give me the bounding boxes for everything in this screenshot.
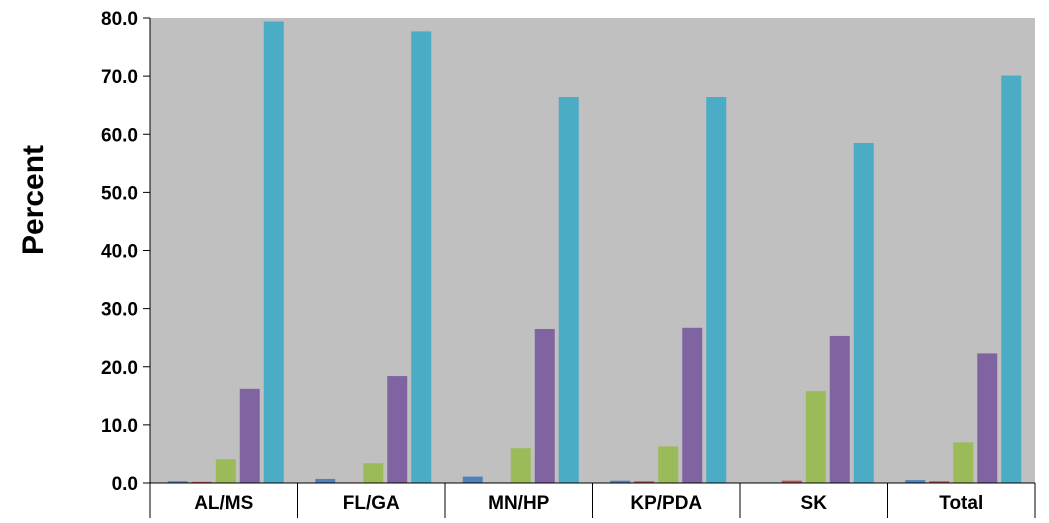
bar-al-ms-series-5 xyxy=(263,21,284,484)
bars-group xyxy=(167,21,1022,484)
bar-al-ms-series-2 xyxy=(191,481,212,483)
x-tick-label: AL/MS xyxy=(194,493,253,514)
bar-kp-pda-series-1 xyxy=(610,480,631,483)
bar-sk-series-3 xyxy=(805,391,826,483)
bar-fl-ga-series-3 xyxy=(363,463,384,483)
bar-total-series-4 xyxy=(977,353,998,483)
bar-sk-series-4 xyxy=(829,335,850,483)
x-tick-label: KP/PDA xyxy=(630,493,702,514)
bar-fl-ga-series-5 xyxy=(411,31,432,484)
plot-area xyxy=(150,18,1035,483)
x-tick-label: SK xyxy=(801,493,828,514)
bar-fl-ga-series-4 xyxy=(387,376,408,483)
bar-kp-pda-series-4 xyxy=(682,327,703,483)
bar-sk-series-2 xyxy=(781,480,802,483)
y-tick-label: 20.0 xyxy=(101,358,138,379)
axes-group: 0.0 10.0 20.0 30.0 40.0 50.0 60.0 70.0 80.0 AL/MS… xyxy=(101,9,1036,518)
bar-mn-hp-series-1 xyxy=(462,476,483,483)
y-tick-label: 10.0 xyxy=(101,416,138,437)
y-tick-label: 50.0 xyxy=(101,183,138,204)
bar-al-ms-series-4 xyxy=(239,388,260,483)
bar-fl-ga-series-1 xyxy=(315,478,336,483)
x-tick-label: MN/HP xyxy=(488,493,550,514)
y-tick-label: 60.0 xyxy=(101,125,138,146)
bar-kp-pda-series-5 xyxy=(706,97,727,484)
bar-total-series-2 xyxy=(929,481,950,483)
bar-total-series-1 xyxy=(905,480,926,483)
y-axis-title: Percent xyxy=(17,145,50,255)
bar-al-ms-series-3 xyxy=(215,459,236,483)
bar-kp-pda-series-2 xyxy=(634,481,655,483)
y-tick-label: 80.0 xyxy=(101,9,138,30)
bar-mn-hp-series-5 xyxy=(558,97,579,484)
bar-mn-hp-series-4 xyxy=(534,328,555,483)
y-tick-label: 0.0 xyxy=(112,474,138,495)
bar-mn-hp-series-3 xyxy=(510,448,531,483)
bar-sk-series-5 xyxy=(853,142,874,483)
bar-total-series-5 xyxy=(1001,75,1022,483)
x-tick-label: Total xyxy=(939,493,983,514)
bar-al-ms-series-1 xyxy=(167,481,188,483)
y-tick-label: 70.0 xyxy=(101,67,138,88)
y-tick-label: 30.0 xyxy=(101,300,138,321)
x-tick-label: FL/GA xyxy=(343,493,400,514)
y-tick-label: 40.0 xyxy=(101,242,138,263)
bar-kp-pda-series-3 xyxy=(658,446,679,483)
bar-total-series-3 xyxy=(953,442,974,483)
